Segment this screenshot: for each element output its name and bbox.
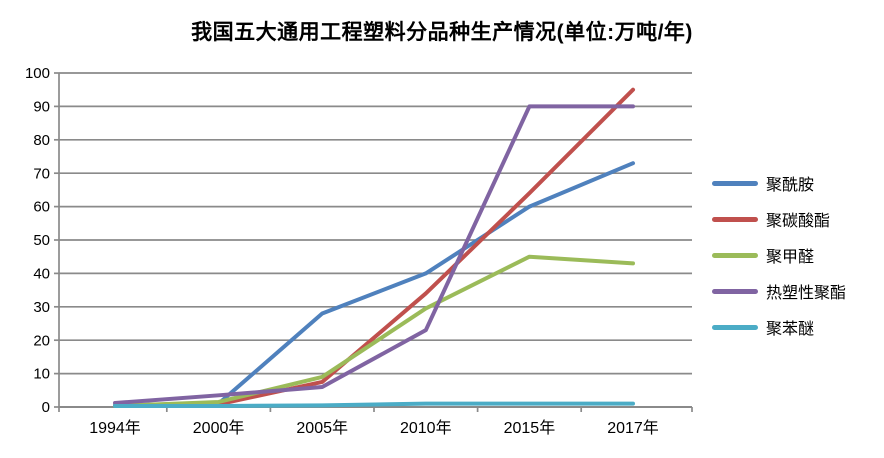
y-tick-label: 60 xyxy=(33,199,50,216)
x-tick-label: 2000年 xyxy=(193,419,245,437)
series-line-4 xyxy=(113,104,635,405)
y-tick-label: 30 xyxy=(33,299,50,316)
legend-item: 聚苯醚 xyxy=(712,309,846,345)
legend-label: 热塑性聚酯 xyxy=(766,285,847,302)
legend-color-line-icon xyxy=(712,216,758,222)
legend-item: 聚酰胺 xyxy=(712,165,846,201)
legend-color-line-icon xyxy=(712,180,758,186)
x-tick-label: 1994年 xyxy=(89,419,141,437)
legend: 聚酰胺聚碳酸酯聚甲醛热塑性聚酯聚苯醚 xyxy=(712,165,846,345)
chart-title: 我国五大通用工程塑料分品种生产情况(单位:万吨/年) xyxy=(191,21,693,44)
y-tick-label: 80 xyxy=(33,132,50,149)
legend-label: 聚苯醚 xyxy=(766,321,815,338)
y-tick-label: 70 xyxy=(33,165,50,182)
legend-label: 聚酰胺 xyxy=(766,177,815,194)
y-tick-label: 50 xyxy=(33,232,50,249)
y-tick-label: 100 xyxy=(25,65,50,82)
y-tick-label: 90 xyxy=(33,99,50,116)
series-line-3 xyxy=(113,254,635,408)
legend-item: 聚甲醛 xyxy=(712,237,846,273)
legend-color-line-icon xyxy=(712,252,758,258)
x-tick-label: 2017年 xyxy=(607,419,659,437)
legend-label: 聚碳酸酯 xyxy=(766,213,831,230)
y-tick-label: 10 xyxy=(33,366,50,383)
x-tick-label: 2010年 xyxy=(400,419,452,437)
y-tick-label: 0 xyxy=(42,399,50,416)
legend-item: 聚碳酸酯 xyxy=(712,201,846,237)
y-tick-label: 40 xyxy=(33,266,50,283)
x-tick-label: 2005年 xyxy=(296,419,348,437)
y-tick-label: 20 xyxy=(33,332,50,349)
legend-color-line-icon xyxy=(712,324,758,330)
legend-label: 聚甲醛 xyxy=(766,249,815,266)
x-tick-label: 2015年 xyxy=(504,419,556,437)
series-line-5 xyxy=(113,401,635,408)
series-line-1 xyxy=(113,161,635,408)
legend-color-line-icon xyxy=(712,288,758,294)
legend-item: 热塑性聚酯 xyxy=(712,273,846,309)
